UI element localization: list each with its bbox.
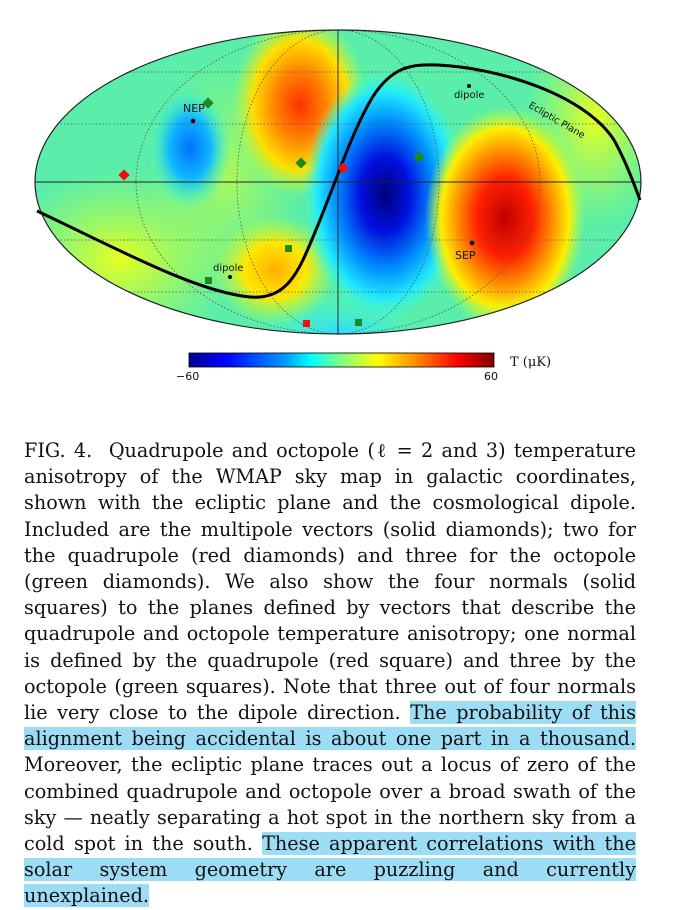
sep-point bbox=[469, 240, 475, 246]
caption-text-start: Quadrupole and octopole (ℓ = 2 and 3) te… bbox=[24, 439, 637, 725]
caption-text-middle: Moreover, the ecliptic plane traces out … bbox=[24, 753, 636, 856]
plane-normals bbox=[205, 245, 362, 327]
caption-label: FIG. 4. bbox=[24, 439, 93, 462]
colorbar-unit-label: T (μK) bbox=[510, 355, 551, 370]
green-square-marker bbox=[285, 245, 292, 252]
dipole-north-label: dipole bbox=[454, 90, 485, 101]
red-square-marker bbox=[303, 320, 310, 327]
caption-paragraph: FIG. 4. Quadrupole and octopole (ℓ = 2 a… bbox=[24, 438, 636, 910]
sky-map-figure: NEP dipole SEP dipole Ecliptic Plane −60… bbox=[34, 29, 642, 383]
dipole-south-point bbox=[228, 275, 232, 279]
colorbar-min-label: −60 bbox=[176, 370, 199, 383]
dipole-south-label: dipole bbox=[213, 263, 244, 274]
colorbar bbox=[188, 352, 495, 368]
dipole-north-point bbox=[467, 84, 471, 88]
figure-caption: FIG. 4. Quadrupole and octopole (ℓ = 2 a… bbox=[24, 438, 636, 910]
colorbar-max-label: 60 bbox=[484, 370, 498, 383]
nep-point bbox=[190, 118, 196, 124]
green-square-marker bbox=[205, 277, 212, 284]
map-outline bbox=[34, 29, 642, 335]
nep-label: NEP bbox=[183, 102, 205, 115]
sep-label: SEP bbox=[455, 249, 476, 262]
green-square-marker bbox=[355, 319, 362, 326]
axes-lines bbox=[35, 30, 641, 334]
ecliptic-plane-curve bbox=[36, 63, 642, 299]
